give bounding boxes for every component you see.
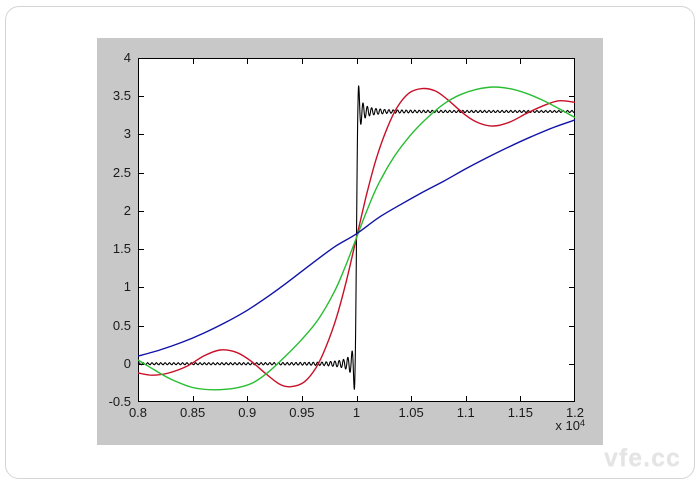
x-tick-label: 0.8 (128, 405, 148, 420)
series-ideal-lowpass-step (138, 85, 575, 390)
plot-canvas (138, 58, 575, 402)
watermark: vfe.cc (604, 444, 681, 472)
y-tick-label: 2 (123, 202, 131, 218)
y-tick-label: 3 (123, 126, 131, 142)
x-tick-label: 0.95 (289, 405, 315, 420)
y-tick-label: 1 (123, 279, 131, 295)
x-tick-label: 1 (352, 405, 361, 420)
y-tick-label: 2.5 (112, 164, 131, 180)
y-tick-label: 1.5 (112, 241, 131, 257)
exponent-base: x 10 (555, 418, 580, 433)
x-tick-label: 1.2 (565, 405, 585, 420)
y-tick-label: 4 (123, 50, 131, 65)
x-tick-label: 1.15 (507, 405, 534, 420)
x-tick-label: 0.9 (238, 405, 257, 420)
x-axis-exponent-label: x 104 (523, 418, 585, 433)
y-tick-label: 3.5 (112, 88, 131, 104)
x-tick-label: 1.1 (456, 405, 475, 420)
x-tick-label: 1.05 (398, 405, 424, 420)
series-overshoot-filter-step (138, 86, 575, 391)
y-tick-label: -0.5 (108, 394, 131, 409)
y-tick-label: 0.5 (112, 317, 131, 333)
y-tick-label: 0 (123, 355, 131, 371)
x-tick-label: 0.85 (179, 405, 206, 420)
exponent-power: 4 (579, 418, 585, 428)
series-smooth-filter-step (138, 119, 575, 357)
matlab-figure-area: 4 3.5 3 2.5 2 1.5 1 0.5 0 -0.5 0.8 0.85 0.9 0.95 1 1.0… (97, 38, 603, 445)
